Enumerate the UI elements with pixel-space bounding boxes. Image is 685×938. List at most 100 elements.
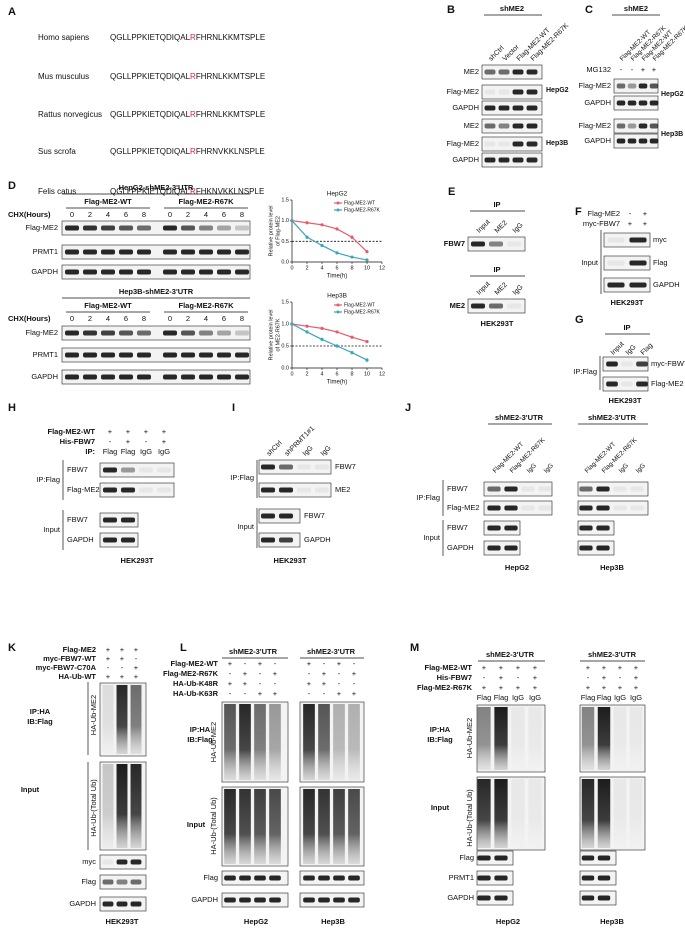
label: GAPDH <box>653 280 680 289</box>
smear <box>511 779 525 848</box>
label: + <box>482 683 487 692</box>
label: IgG <box>618 462 630 474</box>
label: Flag <box>494 693 509 702</box>
label: + <box>533 673 538 682</box>
band <box>579 545 593 551</box>
band <box>162 352 178 358</box>
label: IB:Flag <box>27 717 53 726</box>
y-label: Relative protein level <box>268 205 274 256</box>
band <box>64 330 80 336</box>
smear <box>130 685 142 754</box>
label: HA-Ub-(Total Ub) <box>89 779 98 837</box>
band <box>487 486 501 492</box>
label: + <box>618 683 623 692</box>
label: Flag <box>597 693 612 702</box>
label: + <box>516 683 521 692</box>
label: PRMT1 <box>33 350 58 359</box>
label: shME2-3'UTR <box>588 650 637 659</box>
band <box>118 330 134 336</box>
label: + <box>108 427 113 436</box>
band <box>630 505 644 511</box>
band <box>216 330 232 336</box>
label: + <box>144 427 149 436</box>
band <box>64 374 80 380</box>
residue: FHRNLKKMTSPLE <box>196 110 265 119</box>
legend-dot <box>336 310 340 314</box>
label: HEK293T <box>106 917 139 926</box>
label: shME2-3'UTR <box>588 413 637 422</box>
label: - <box>323 659 326 668</box>
band <box>477 855 491 861</box>
smear <box>333 704 345 780</box>
x-tick-label: 2 <box>305 371 308 377</box>
band <box>82 330 98 336</box>
label: + <box>307 659 312 668</box>
band <box>498 69 510 75</box>
label: + <box>322 669 327 678</box>
blot-frame <box>258 459 332 475</box>
label: Input <box>423 533 441 542</box>
residue: QGLLPPKIETQDIQAL <box>110 147 191 156</box>
label: 8 <box>240 210 244 219</box>
label: + <box>652 65 657 74</box>
band <box>512 69 524 75</box>
band <box>180 352 196 358</box>
label: HepG2 <box>496 917 520 926</box>
blot-frame <box>603 277 651 293</box>
band <box>198 249 214 255</box>
band <box>216 352 232 358</box>
x-tick-label: 12 <box>379 265 385 271</box>
band <box>607 237 625 243</box>
band <box>136 374 152 380</box>
label: 2 <box>186 210 190 219</box>
blot-frame <box>602 376 649 392</box>
label: + <box>134 645 139 654</box>
band <box>260 487 276 493</box>
label: GAPDH <box>191 895 218 904</box>
label: shME2 <box>500 4 524 13</box>
label: FBW7 <box>444 239 465 248</box>
band <box>477 895 491 901</box>
band <box>162 249 178 255</box>
band <box>526 157 538 163</box>
label: + <box>641 65 646 74</box>
band <box>538 505 552 511</box>
band <box>278 464 294 470</box>
label: Input <box>43 525 61 534</box>
blot-frame <box>481 152 543 168</box>
label: + <box>162 427 167 436</box>
label: Flag-ME2 <box>25 328 58 337</box>
x-tick-label: 0 <box>290 371 293 377</box>
smear <box>613 707 627 770</box>
label: GAPDH <box>31 267 58 276</box>
band <box>638 83 648 89</box>
smear <box>597 779 611 848</box>
band <box>303 875 315 881</box>
label: Flag-ME2 <box>578 81 611 90</box>
label: - <box>229 689 232 698</box>
band <box>314 464 330 470</box>
band <box>596 525 610 531</box>
band <box>638 100 648 106</box>
x-tick-label: 6 <box>335 265 338 271</box>
blot-frame <box>483 500 553 516</box>
label: GAPDH <box>447 543 474 552</box>
band <box>162 330 178 336</box>
x-tick-label: 8 <box>350 371 353 377</box>
smear <box>477 779 491 848</box>
blot-frame <box>481 84 543 100</box>
label: HA-Ub-ME2 <box>89 695 98 735</box>
band <box>470 241 486 247</box>
point <box>365 340 369 344</box>
label: IgG <box>512 284 525 297</box>
band <box>596 505 610 511</box>
label: PRMT1 <box>33 247 58 256</box>
band <box>526 105 538 111</box>
label: Input <box>187 820 206 829</box>
y-tick-label: 0.0 <box>281 259 289 265</box>
label: - <box>353 679 356 688</box>
smear <box>102 764 114 848</box>
label: Input <box>610 341 626 357</box>
label: IgG <box>529 693 541 702</box>
label: ME2 <box>335 485 350 494</box>
